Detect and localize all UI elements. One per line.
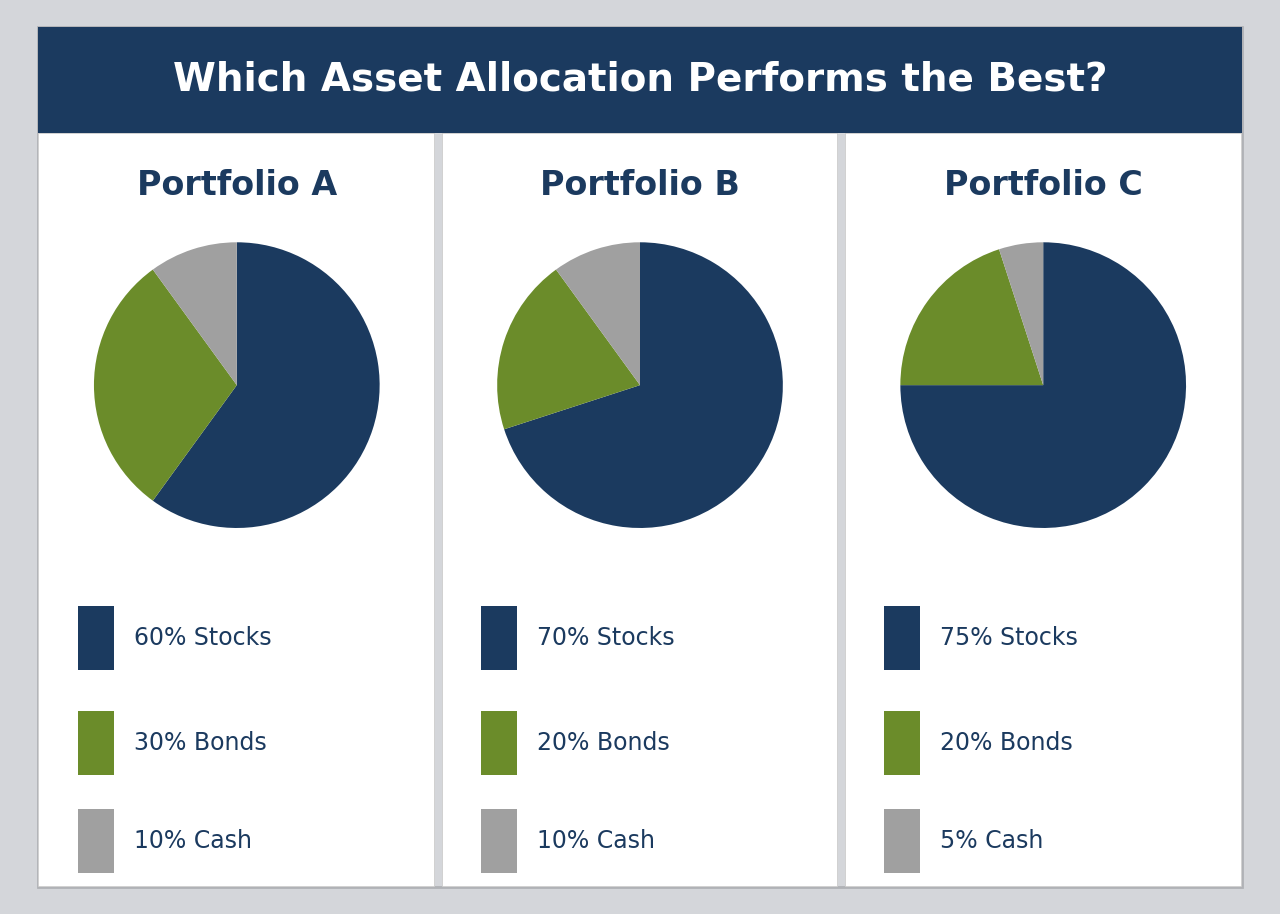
Text: Portfolio B: Portfolio B <box>540 169 740 202</box>
Text: 60% Stocks: 60% Stocks <box>133 626 271 650</box>
Bar <box>481 606 517 670</box>
Text: Which Asset Allocation Performs the Best?: Which Asset Allocation Performs the Best… <box>173 61 1107 99</box>
Wedge shape <box>152 242 237 385</box>
Bar <box>481 809 517 874</box>
Wedge shape <box>152 242 380 528</box>
Text: 10% Cash: 10% Cash <box>536 829 655 854</box>
Text: 75% Stocks: 75% Stocks <box>940 626 1078 650</box>
Text: 5% Cash: 5% Cash <box>940 829 1043 854</box>
Bar <box>884 711 920 775</box>
Bar <box>78 711 114 775</box>
Bar <box>78 809 114 874</box>
Bar <box>481 711 517 775</box>
Wedge shape <box>556 242 640 385</box>
Text: 10% Cash: 10% Cash <box>133 829 252 854</box>
Wedge shape <box>93 270 237 501</box>
Wedge shape <box>1000 242 1043 385</box>
Text: Portfolio A: Portfolio A <box>137 169 337 202</box>
Wedge shape <box>497 270 640 430</box>
Bar <box>884 606 920 670</box>
Text: Portfolio C: Portfolio C <box>943 169 1143 202</box>
Text: 30% Bonds: 30% Bonds <box>133 731 266 755</box>
Wedge shape <box>900 250 1043 385</box>
Bar <box>78 606 114 670</box>
Wedge shape <box>504 242 783 528</box>
Text: 70% Stocks: 70% Stocks <box>536 626 675 650</box>
Wedge shape <box>900 242 1187 528</box>
Bar <box>884 809 920 874</box>
Text: 20% Bonds: 20% Bonds <box>536 731 669 755</box>
Text: 20% Bonds: 20% Bonds <box>940 731 1073 755</box>
